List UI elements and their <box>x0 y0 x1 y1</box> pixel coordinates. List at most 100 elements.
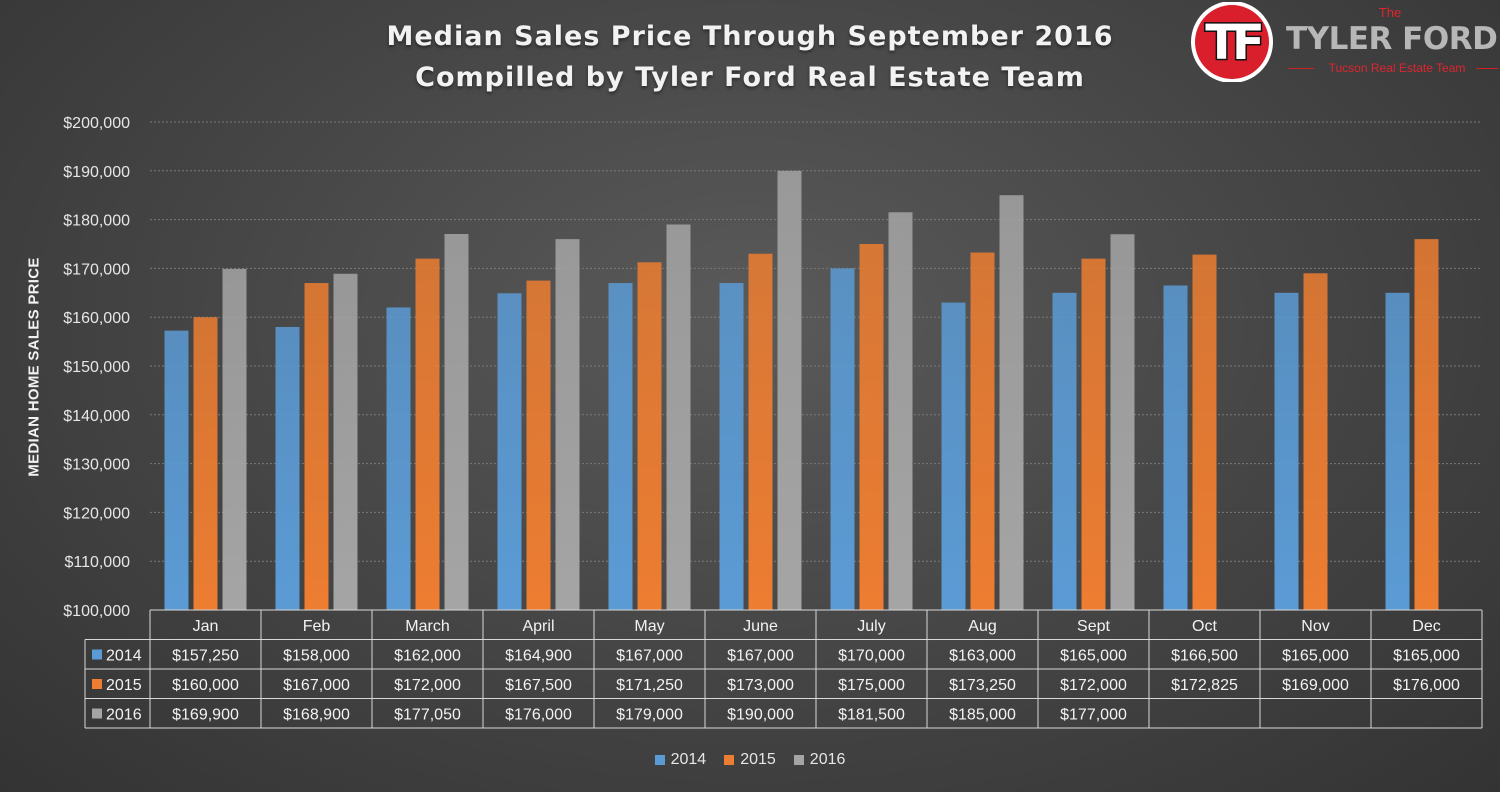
bar-2015-oct <box>1192 254 1217 610</box>
bar-2014-june <box>719 283 744 610</box>
table-cell-value: $169,000 <box>1282 677 1349 694</box>
bar-2016-july <box>888 212 913 610</box>
bar-2016-june <box>777 170 802 611</box>
bar-2014-nov <box>1274 292 1299 610</box>
x-tick-label: July <box>857 618 885 635</box>
table-cell-value: $172,000 <box>1060 677 1127 694</box>
legend-item-2014: 2014 <box>654 751 707 769</box>
y-tick-label: $130,000 <box>63 457 130 474</box>
table-cell-value: $177,050 <box>394 707 461 724</box>
table-cell-value: $181,500 <box>838 707 905 724</box>
table-cell-value: $167,000 <box>616 648 683 665</box>
table-cell-value: $166,500 <box>1171 648 1238 665</box>
logo-divider-left <box>1288 68 1314 69</box>
legend-label: 2014 <box>670 751 707 768</box>
table-series-name: 2015 <box>106 677 142 694</box>
logo-subtitle-text: Tucson Real Estate Team <box>1328 61 1466 75</box>
table-cell-value: $169,900 <box>172 707 239 724</box>
x-tick-label: Jan <box>193 618 219 635</box>
bar-2016-march <box>444 233 469 610</box>
legend-swatch <box>793 755 804 765</box>
y-tick-label: $100,000 <box>63 603 130 620</box>
legend-swatch <box>654 755 665 765</box>
legend-swatch <box>724 755 735 765</box>
y-tick-label: $180,000 <box>63 213 130 230</box>
table-cell-value: $172,000 <box>394 677 461 694</box>
bar-2016-jan <box>222 268 247 610</box>
y-tick-label: $150,000 <box>63 359 130 376</box>
bar-2015-aug <box>970 252 995 611</box>
logo-the-text: The <box>1378 5 1402 20</box>
x-tick-label: June <box>743 618 778 635</box>
chart-title: Median Sales Price Through September 201… <box>250 16 1250 98</box>
table-cell-value: $190,000 <box>727 707 794 724</box>
legend-item-2016: 2016 <box>793 751 846 769</box>
x-tick-label: Nov <box>1301 618 1329 635</box>
chart-title-line-2: Compilled by Tyler Ford Real Estate Team <box>415 62 1085 93</box>
y-tick-label: $190,000 <box>63 164 130 181</box>
x-tick-label: Dec <box>1412 618 1440 635</box>
bar-2015-june <box>748 253 773 610</box>
bar-2015-jan <box>193 317 218 610</box>
bar-2014-feb <box>275 326 300 610</box>
table-cell-value: $172,825 <box>1171 677 1238 694</box>
table-cell-value: $168,900 <box>283 707 350 724</box>
table-cell-value: $165,000 <box>1393 648 1460 665</box>
data-table: Jan Feb March April May June July Aug Sept Oct Nov… <box>84 609 1483 729</box>
bar-2015-sept <box>1081 258 1106 610</box>
y-tick-label: $120,000 <box>63 505 130 522</box>
table-cell-value: $164,900 <box>505 648 572 665</box>
y-tick-label: $160,000 <box>63 310 130 327</box>
table-cell-value: $163,000 <box>949 648 1016 665</box>
table-cell-value: $162,000 <box>394 648 461 665</box>
legend-label: 2015 <box>740 751 776 768</box>
table-cell-value: $170,000 <box>838 648 905 665</box>
table-legend-swatch <box>92 649 102 660</box>
table-legend-swatch <box>92 679 102 689</box>
x-tick-label: April <box>522 618 554 635</box>
table-cell-value: $167,000 <box>727 648 794 665</box>
legend-item-2015: 2015 <box>724 751 776 769</box>
table-cell-value: $165,000 <box>1060 648 1127 665</box>
bar-2014-july <box>830 268 855 610</box>
bar-2014-march <box>386 307 411 610</box>
y-tick-label: $140,000 <box>63 408 130 425</box>
table-cell-value: $167,000 <box>283 677 350 694</box>
table-cell-value: $167,500 <box>505 677 572 694</box>
bar-2015-feb <box>304 283 329 610</box>
table-cell-value: $173,000 <box>727 677 794 694</box>
table-cell-value: $171,250 <box>616 677 683 694</box>
table-cell-value: $175,000 <box>838 677 905 694</box>
table-cell-value: $157,250 <box>172 648 239 665</box>
table-cell-value: $173,250 <box>949 677 1016 694</box>
x-tick-label: Oct <box>1192 618 1217 635</box>
table-legend-swatch <box>92 708 102 719</box>
bar-2014-dec <box>1385 292 1410 610</box>
bar-2015-dec <box>1414 239 1439 610</box>
bar-2015-nov <box>1303 273 1328 610</box>
bar-2016-sept <box>1110 234 1135 611</box>
bar-2014-sept <box>1052 292 1077 610</box>
bar-2015-may <box>637 262 662 610</box>
bar-2015-march <box>415 258 440 610</box>
table-cell-value: $185,000 <box>949 707 1016 724</box>
logo-badge-text: TF <box>1205 15 1261 71</box>
x-tick-label: Aug <box>968 618 996 635</box>
y-tick-label: $110,000 <box>64 554 130 571</box>
bar-2014-oct <box>1163 285 1188 610</box>
bar-2016-april <box>555 239 580 610</box>
y-axis-ticks: $100,000 $110,000 $120,000 $130,000 $140,000… <box>63 115 130 620</box>
bar-2015-july <box>859 244 884 610</box>
bar-2014-april <box>497 293 522 610</box>
x-tick-label: Sept <box>1077 618 1110 635</box>
bar-2016-feb <box>333 273 358 610</box>
x-tick-label: March <box>405 618 449 635</box>
bar-2016-may <box>666 224 691 611</box>
table-cell-value: $176,000 <box>505 707 572 724</box>
bar-2014-aug <box>941 302 966 610</box>
logo-divider-right <box>1476 68 1498 69</box>
bar-2014-jan <box>164 330 189 610</box>
legend-label: 2016 <box>809 751 846 768</box>
bar-2014-may <box>608 283 633 610</box>
